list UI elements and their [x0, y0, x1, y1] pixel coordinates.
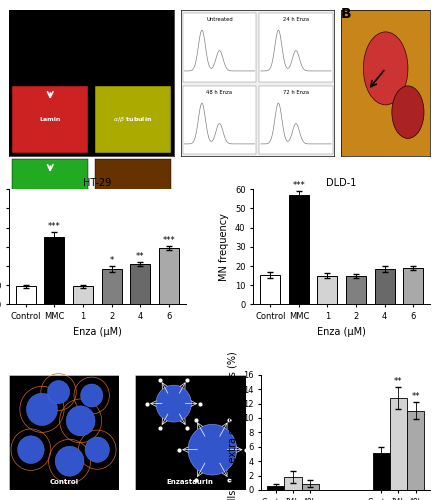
FancyBboxPatch shape	[12, 159, 88, 226]
FancyBboxPatch shape	[12, 86, 88, 153]
Bar	[284, 477, 301, 490]
Text: 24 h Enza: 24 h Enza	[283, 18, 308, 22]
Text: p-H3: p-H3	[42, 190, 58, 195]
Bar	[73, 286, 93, 304]
Text: 48 h Enza: 48 h Enza	[206, 90, 232, 96]
Text: Untreated: Untreated	[206, 18, 232, 22]
Bar	[101, 269, 121, 304]
Text: **: **	[410, 392, 419, 400]
Circle shape	[85, 437, 109, 462]
X-axis label: Enza (μM): Enza (μM)	[317, 326, 365, 336]
Bar	[389, 398, 406, 490]
Bar	[182, 13, 256, 82]
Text: 72 h Enza: 72 h Enza	[283, 90, 308, 96]
Text: $\alpha$/$\beta$ tubulin: $\alpha$/$\beta$ tubulin	[113, 115, 152, 124]
Text: Lamin: Lamin	[39, 117, 61, 122]
Bar	[288, 195, 308, 304]
Bar	[402, 268, 422, 304]
Bar	[130, 264, 150, 304]
Bar	[259, 86, 332, 154]
Bar	[374, 269, 394, 304]
Text: ***: ***	[162, 236, 175, 245]
Y-axis label: MN frequency: MN frequency	[219, 213, 229, 280]
FancyBboxPatch shape	[95, 86, 171, 153]
Bar	[182, 86, 256, 154]
Text: ***: ***	[292, 181, 304, 190]
Text: ***: ***	[48, 222, 61, 232]
Circle shape	[187, 424, 236, 475]
Text: **: **	[136, 252, 144, 261]
Bar	[345, 276, 365, 304]
Bar	[372, 452, 389, 490]
Bar	[260, 274, 279, 304]
Circle shape	[81, 384, 102, 407]
Text: Control: Control	[49, 480, 78, 486]
Circle shape	[363, 32, 407, 105]
Circle shape	[18, 436, 44, 464]
Circle shape	[55, 446, 84, 476]
Title: DLD-1: DLD-1	[326, 178, 356, 188]
Bar	[406, 411, 423, 490]
Text: **: **	[393, 376, 402, 386]
Bar	[267, 486, 284, 490]
Bar	[301, 484, 318, 490]
Circle shape	[26, 393, 57, 426]
Bar	[259, 13, 332, 82]
Circle shape	[391, 86, 423, 139]
Y-axis label: Cells with extra centrosomes (%): Cells with extra centrosomes (%)	[227, 352, 237, 500]
Bar	[44, 237, 64, 304]
Circle shape	[66, 406, 95, 436]
Text: Merge: Merge	[122, 190, 144, 195]
Bar	[159, 248, 178, 304]
Text: Enzastaurin: Enzastaurin	[166, 480, 213, 486]
Circle shape	[155, 385, 191, 422]
X-axis label: Enza (μM): Enza (μM)	[73, 326, 121, 336]
Text: B: B	[340, 7, 351, 21]
Text: *: *	[109, 256, 113, 265]
Title: HT-29: HT-29	[83, 178, 111, 188]
Circle shape	[47, 380, 70, 404]
Bar	[317, 276, 337, 304]
FancyBboxPatch shape	[95, 159, 171, 226]
Bar	[16, 286, 36, 304]
